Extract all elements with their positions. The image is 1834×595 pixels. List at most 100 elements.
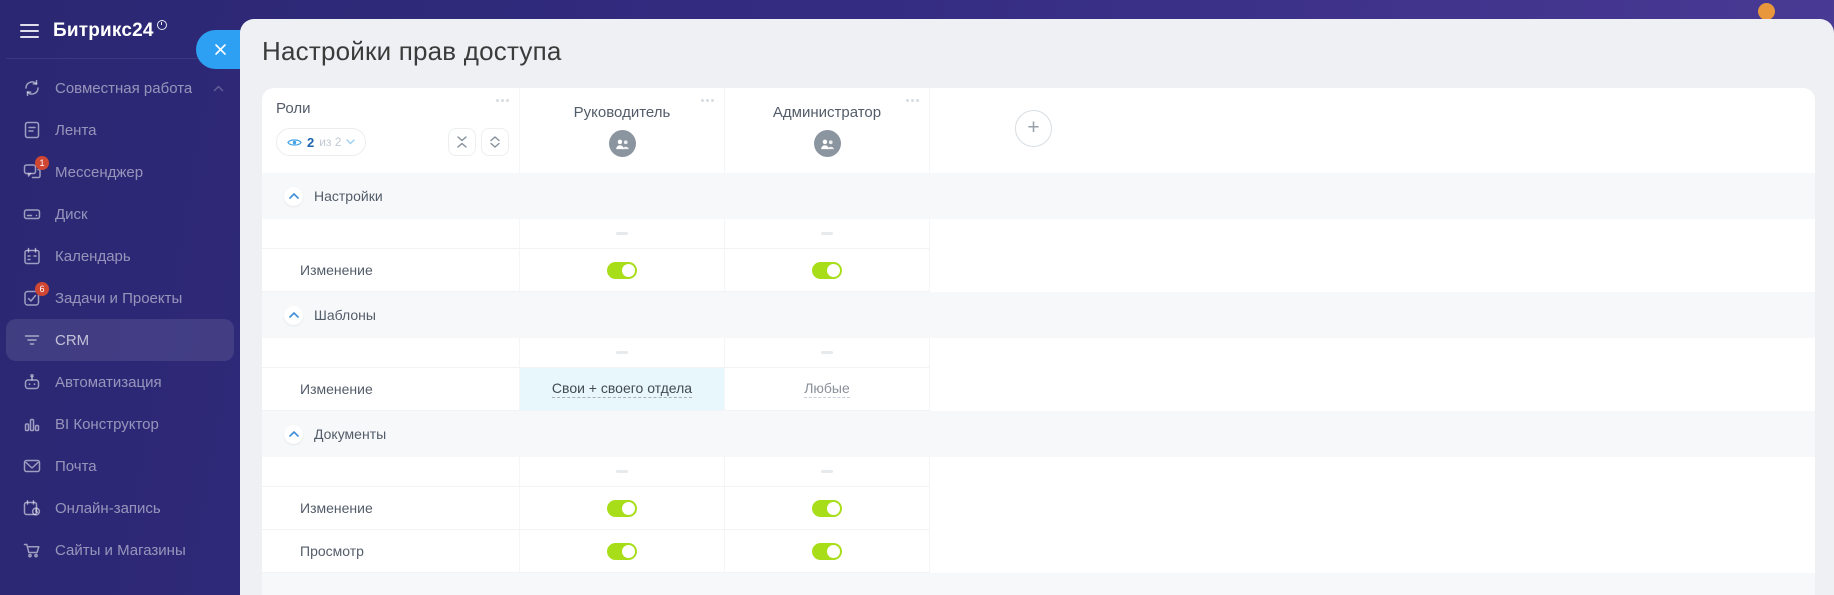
role-column-header: Администратор	[725, 88, 930, 173]
roles-total-count: из 2	[319, 135, 342, 149]
spacer-row	[262, 457, 1815, 487]
mail-icon	[22, 456, 42, 476]
sidebar-item-label: Задачи и Проекты	[55, 289, 183, 307]
sidebar: Битрикс24 Совместная работа Лента 1 Мессенд…	[0, 0, 240, 595]
collapse-section-icon[interactable]	[284, 424, 303, 444]
sidebar-item-tasks[interactable]: 6 Задачи и Проекты	[6, 277, 234, 319]
sidebar-item-crm[interactable]: CRM	[6, 319, 234, 361]
permission-value-cell	[520, 249, 725, 292]
permission-toggle[interactable]	[607, 542, 637, 560]
section-title: Настройки	[314, 188, 383, 204]
role-name[interactable]: Администратор	[772, 104, 882, 121]
add-role-button[interactable]: +	[1015, 110, 1052, 147]
clock-icon	[156, 20, 167, 30]
permission-toggle[interactable]	[812, 542, 842, 560]
role-avatar[interactable]	[813, 130, 841, 157]
sidebar-item-label: BI Конструктор	[55, 415, 159, 433]
permission-value-cell	[725, 530, 930, 573]
permission-row: Просмотр	[262, 530, 1815, 573]
expand-all-icon	[490, 136, 500, 148]
sidebar-item-calendar[interactable]: Календарь	[6, 235, 234, 277]
spacer-cell	[930, 219, 1815, 249]
column-menu-icon[interactable]	[699, 96, 714, 102]
drag-handle-icon	[821, 232, 833, 235]
drive-icon	[22, 204, 42, 224]
app-logo[interactable]: Битрикс24	[53, 20, 167, 42]
collapse-all-button[interactable]	[448, 128, 476, 156]
drag-handle-icon	[821, 351, 833, 354]
roles-filter-dropdown[interactable]: 2 из 2	[276, 128, 367, 156]
section-header-1: Шаблоны	[262, 292, 1815, 338]
drag-handle-icon	[616, 351, 628, 354]
sidebar-item-feed[interactable]: Лента	[6, 109, 234, 151]
roles-header-cell: Роли 2 из 2	[262, 88, 520, 173]
role-avatar[interactable]	[608, 130, 636, 157]
column-menu-icon[interactable]	[494, 96, 509, 102]
sidebar-item-automation[interactable]: Автоматизация	[6, 361, 234, 403]
permission-toggle[interactable]	[812, 261, 842, 279]
sidebar-item-mail[interactable]: Почта	[6, 445, 234, 487]
permission-label: Просмотр	[300, 543, 364, 559]
close-icon	[214, 44, 226, 55]
cart-icon	[22, 540, 42, 560]
section-title: Документы	[314, 426, 387, 442]
sidebar-item-drive[interactable]: Диск	[6, 193, 234, 235]
sidebar-item-label: Совместная работа	[55, 79, 193, 97]
section-header-0: Настройки	[262, 173, 1815, 219]
column-menu-icon[interactable]	[904, 96, 919, 102]
sidebar-item-label: Мессенджер	[55, 163, 144, 181]
next-section-partial	[262, 573, 1815, 595]
spacer-cell	[520, 338, 725, 368]
notification-count-badge: 1	[35, 156, 49, 170]
sidebar-item-collaboration[interactable]: Совместная работа	[6, 67, 234, 109]
calendar-icon	[22, 246, 42, 266]
roles-shown-count: 2	[307, 134, 315, 150]
role-name[interactable]: Руководитель	[573, 104, 671, 121]
hamburger-menu-icon[interactable]	[20, 20, 39, 42]
feed-icon	[22, 120, 42, 140]
permission-toggle[interactable]	[607, 499, 637, 517]
permission-label-cell: Просмотр	[262, 530, 520, 573]
empty-cell	[930, 487, 1815, 530]
permission-value-cell: Любые	[725, 368, 930, 411]
permission-row: Изменение	[262, 487, 1815, 530]
permission-value-dropdown[interactable]: Любые	[804, 380, 850, 398]
sidebar-item-label: Автоматизация	[55, 373, 162, 391]
spacer-cell	[725, 338, 930, 368]
permission-row: Изменение Свои + своего отдела Любые	[262, 368, 1815, 411]
spacer-cell	[725, 219, 930, 249]
collapse-section-icon[interactable]	[284, 305, 303, 325]
role-column-header: Руководитель	[520, 88, 725, 173]
table-header-row: Роли 2 из 2	[262, 88, 1815, 173]
permission-value-dropdown[interactable]: Свои + своего отдела	[551, 380, 693, 398]
permission-value-cell	[725, 249, 930, 292]
spacer-cell	[262, 338, 520, 368]
section-title: Шаблоны	[314, 307, 376, 323]
close-panel-button[interactable]	[196, 30, 244, 69]
permission-label: Изменение	[300, 500, 373, 516]
expand-all-button[interactable]	[481, 128, 509, 156]
sidebar-item-sites[interactable]: Сайты и Магазины	[6, 529, 234, 571]
collapse-section-icon[interactable]	[284, 186, 303, 206]
chevron-down-icon	[346, 139, 356, 145]
tasks-icon: 6	[22, 282, 49, 308]
permission-toggle[interactable]	[607, 261, 637, 279]
permission-value-cell: Свои + своего отдела	[520, 368, 725, 411]
spacer-cell	[725, 457, 930, 487]
permission-toggle[interactable]	[812, 499, 842, 517]
spacer-row	[262, 338, 1815, 368]
booking-icon	[22, 498, 42, 518]
sidebar-item-messenger[interactable]: 1 Мессенджер	[6, 151, 234, 193]
people-group-icon	[615, 139, 629, 149]
notification-orange-badge[interactable]	[1758, 3, 1775, 20]
sidebar-item-bi[interactable]: BI Конструктор	[6, 403, 234, 445]
spacer-cell	[520, 219, 725, 249]
sidebar-item-label: Онлайн-запись	[55, 499, 161, 517]
sidebar-item-booking[interactable]: Онлайн-запись	[6, 487, 234, 529]
drag-handle-icon	[821, 470, 833, 473]
sidebar-item-label: Сайты и Магазины	[55, 541, 186, 559]
permission-value-cell	[725, 487, 930, 530]
crm-funnel-icon	[22, 330, 42, 350]
sidebar-item-label: Лента	[55, 121, 97, 139]
